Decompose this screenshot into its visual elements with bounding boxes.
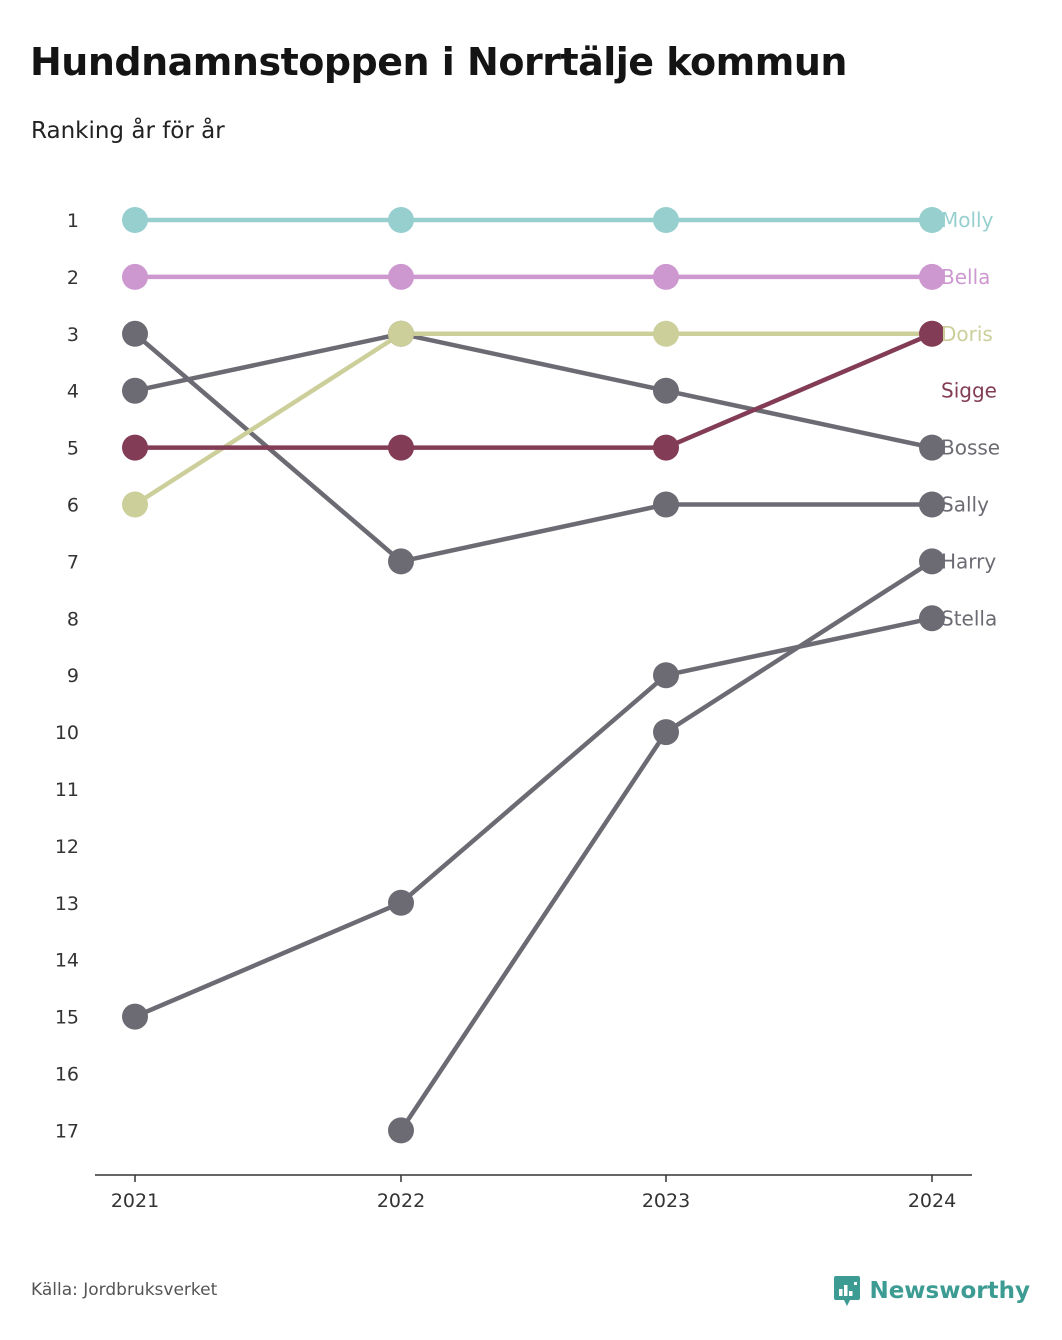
series-label-molly: Molly [941, 208, 994, 232]
newsworthy-logo-icon [834, 1276, 861, 1306]
point-doris [122, 491, 148, 518]
brand-name: Newsworthy [869, 1278, 1030, 1304]
y-tick-label: 13 [55, 893, 79, 915]
point-molly [653, 207, 679, 233]
series-line-doris [133, 331, 932, 507]
y-tick-label: 11 [55, 779, 79, 801]
point-sigge [653, 434, 679, 461]
x-tick-label: 2023 [642, 1190, 690, 1212]
x-axis: 2021 2022 2023 2024 [95, 1174, 972, 1212]
point-bella [919, 263, 945, 290]
series-label-bella: Bella [941, 265, 990, 289]
series-label-harry: Harry [941, 549, 996, 573]
point-stella [653, 662, 679, 689]
point-bosse [919, 434, 945, 461]
point-molly [919, 207, 945, 233]
y-tick-label: 14 [55, 950, 79, 972]
point-sigge [122, 434, 148, 461]
series-label-sigge: Sigge [941, 379, 997, 403]
y-tick-label: 5 [67, 438, 79, 460]
series-labels: Molly Bella Doris Sigge Bosse Sally Harry Stell… [941, 208, 1000, 630]
y-tick-label: 3 [67, 324, 79, 346]
series-line-harry [399, 559, 934, 1132]
series-label-doris: Doris [941, 322, 993, 346]
point-sigge [388, 434, 414, 461]
y-tick-label: 12 [55, 836, 79, 858]
y-tick-label: 16 [55, 1064, 79, 1086]
y-tick-label: 2 [67, 267, 79, 289]
point-bella [122, 263, 148, 290]
y-tick-label: 6 [67, 495, 79, 517]
series-lines [133, 217, 934, 1132]
series-label-stella: Stella [941, 606, 997, 630]
point-stella [388, 889, 414, 916]
y-tick-label: 7 [67, 551, 79, 573]
point-harry [919, 548, 945, 575]
y-tick-label: 15 [55, 1007, 79, 1029]
point-harry [388, 1117, 414, 1144]
series-line-stella [134, 616, 933, 1019]
point-molly [388, 207, 414, 233]
brand-logo[interactable]: Newsworthy [833, 1274, 1030, 1308]
x-tick-label: 2021 [111, 1190, 159, 1212]
y-tick-label: 10 [55, 722, 79, 744]
point-sally [122, 320, 148, 347]
point-bosse [122, 377, 148, 404]
point-bella [653, 263, 679, 290]
series-line-bosse [134, 331, 933, 450]
point-sigge [919, 320, 945, 347]
point-sally [919, 491, 945, 518]
series-line-sigge [135, 331, 933, 450]
series-points [122, 207, 945, 1144]
point-doris [388, 320, 414, 347]
point-stella [919, 605, 945, 632]
point-stella [122, 1003, 148, 1030]
point-sally [653, 491, 679, 518]
chart-title: Hundnamnstoppen i Norrtälje kommun [30, 40, 847, 84]
point-bella [388, 263, 414, 290]
y-tick-label: 8 [67, 608, 79, 630]
series-label-sally: Sally [941, 493, 989, 517]
series-label-bosse: Bosse [941, 436, 1000, 460]
point-doris [653, 320, 679, 347]
point-bosse [653, 377, 679, 404]
y-tick-label: 17 [55, 1120, 79, 1142]
point-molly [122, 207, 148, 233]
y-tick-label: 9 [67, 665, 79, 687]
y-tick-label: 4 [67, 381, 79, 403]
y-tick-label: 1 [67, 210, 79, 232]
point-harry [653, 719, 679, 746]
x-tick-label: 2022 [377, 1190, 425, 1212]
point-sally [388, 548, 414, 575]
x-tick-label: 2024 [908, 1190, 956, 1212]
source-note: Källa: Jordbruksverket [31, 1280, 218, 1300]
chart-subtitle: Ranking år för år [31, 118, 225, 144]
